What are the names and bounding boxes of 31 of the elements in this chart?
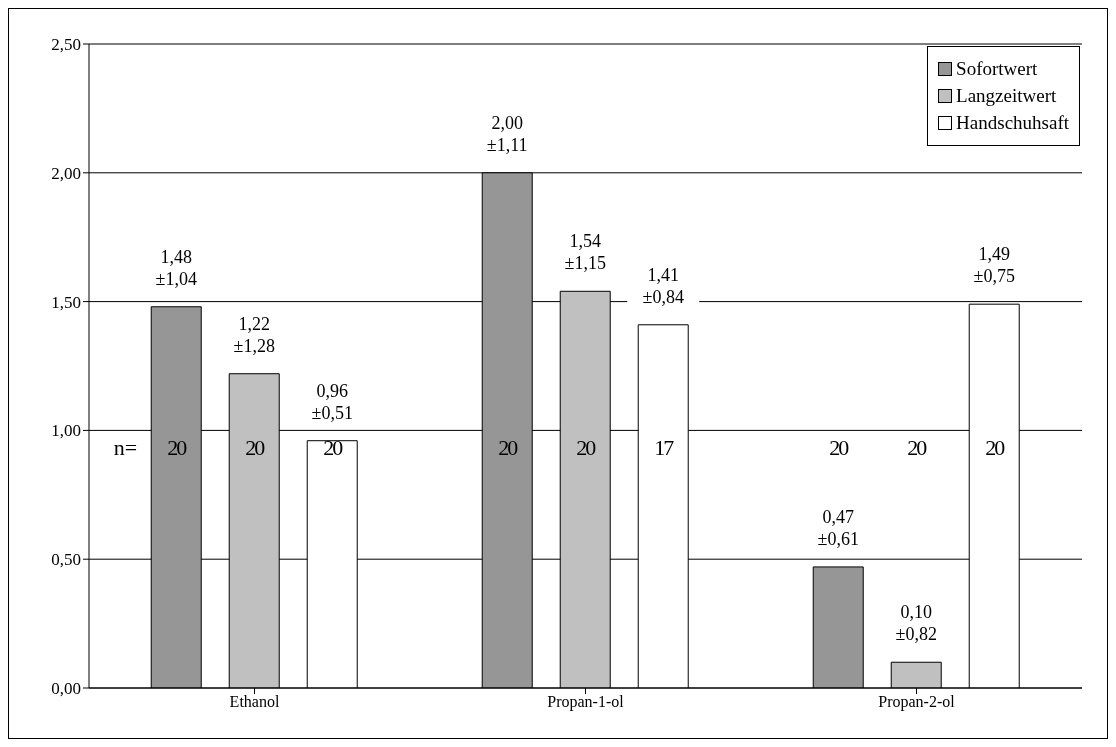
data-label: 1,49 ±0,75 xyxy=(973,244,1015,287)
y-tick-label: 0,00 xyxy=(51,679,81,699)
data-label: 0,10 ±0,82 xyxy=(895,602,937,645)
annotation: 20 xyxy=(167,435,188,461)
y-tick-label: 2,50 xyxy=(51,35,81,55)
legend-label: Sofortwert xyxy=(956,58,1038,80)
annotation: 20 xyxy=(245,435,266,461)
data-label: 0,96 ±0,51 xyxy=(311,380,353,423)
y-tick-label: 1,00 xyxy=(51,421,81,441)
annotation: 17 xyxy=(654,435,675,461)
data-label: 0,47 ±0,61 xyxy=(817,506,859,549)
x-tick-label: Propan-2-ol xyxy=(878,693,956,712)
legend-label: Langzeitwert xyxy=(956,85,1057,107)
y-tick-label: 2,00 xyxy=(51,163,81,183)
x-tick-label: Propan-1-ol xyxy=(547,693,625,712)
data-label: 1,41 ±0,84 xyxy=(642,264,684,307)
data-label: 1,48 ±1,04 xyxy=(155,246,197,289)
annotation: n= xyxy=(113,435,138,461)
x-tick-label: Ethanol xyxy=(229,693,280,711)
data-label: 1,22 ±1,28 xyxy=(233,313,275,356)
y-tick-label: 1,50 xyxy=(51,292,81,312)
annotation: 20 xyxy=(985,435,1006,461)
annotation: 20 xyxy=(829,435,850,461)
annotation: 20 xyxy=(323,435,344,461)
annotation: 20 xyxy=(576,435,597,461)
y-tick-label: 0,50 xyxy=(51,550,81,570)
data-label: 2,00 ±1,11 xyxy=(486,112,528,155)
annotation: 20 xyxy=(907,435,928,461)
legend-label: Handschuhsaft xyxy=(956,112,1069,134)
annotation: 20 xyxy=(498,435,519,461)
data-label: 1,54 ±1,15 xyxy=(564,231,606,274)
